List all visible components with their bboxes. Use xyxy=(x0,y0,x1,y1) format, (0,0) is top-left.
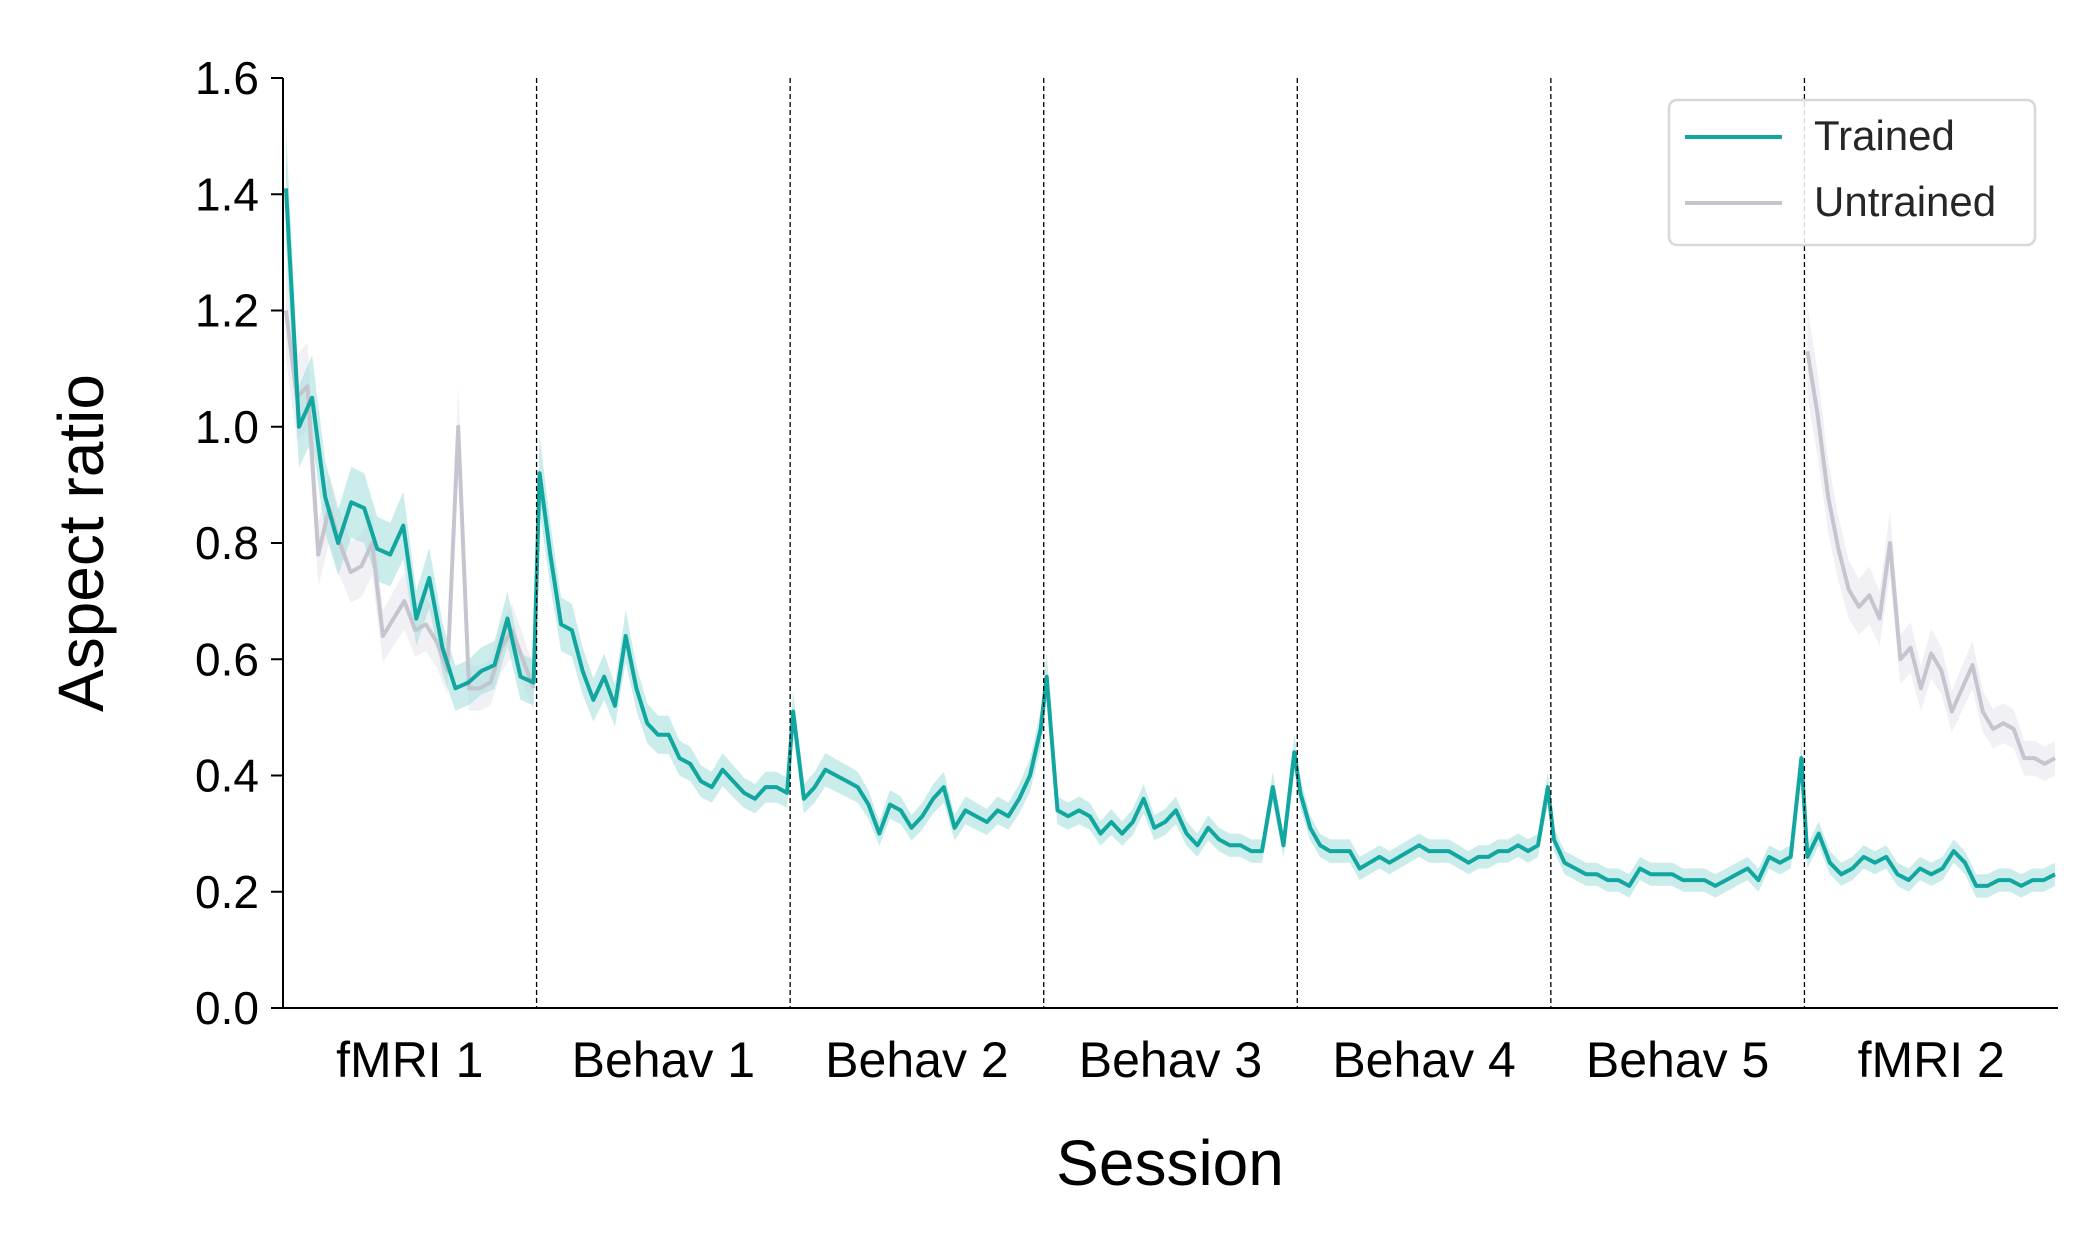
session-label: fMRI 1 xyxy=(336,1032,483,1088)
untrained-series-line xyxy=(1805,350,2056,766)
y-tick-label: 0.6 xyxy=(195,633,259,685)
y-tick-label: 1.0 xyxy=(195,401,259,453)
untrained-series-line xyxy=(284,310,536,691)
y-tick-label: 0.4 xyxy=(195,750,259,802)
session-label: Behav 5 xyxy=(1586,1032,1769,1088)
session-label: fMRI 2 xyxy=(1858,1032,2005,1088)
y-tick-label: 1.2 xyxy=(195,285,259,337)
legend-label-trained: Trained xyxy=(1814,112,1955,159)
series-lines xyxy=(284,188,2056,888)
y-ticks: 0.0 0.2 0.4 0.6 0.8 1.0 1.2 1.4 1.6 xyxy=(195,52,283,1034)
y-tick-label: 0.0 xyxy=(195,982,259,1034)
untrained-series-band xyxy=(1807,305,2055,781)
legend-label-untrained: Untrained xyxy=(1814,178,1996,225)
y-tick-label: 0.8 xyxy=(195,517,259,569)
x-axis-label: Session xyxy=(1056,1127,1284,1199)
y-tick-label: 0.2 xyxy=(195,866,259,918)
session-label: Behav 1 xyxy=(572,1032,755,1088)
x-tick-labels: fMRI 1 Behav 1 Behav 2 Behav 3 Behav 4 Behav … xyxy=(336,1032,2005,1088)
y-tick-label: 1.6 xyxy=(195,52,259,104)
y-axis-label: Aspect ratio xyxy=(45,374,117,712)
legend: Trained Untrained xyxy=(1667,98,2037,247)
plot-area xyxy=(284,78,2056,1008)
session-label: Behav 3 xyxy=(1079,1032,1262,1088)
session-label: Behav 4 xyxy=(1332,1032,1515,1088)
trained-series-line xyxy=(284,188,2056,888)
y-tick-label: 1.4 xyxy=(195,168,259,220)
session-dividers xyxy=(535,78,1806,1008)
session-label: Behav 2 xyxy=(825,1032,1008,1088)
